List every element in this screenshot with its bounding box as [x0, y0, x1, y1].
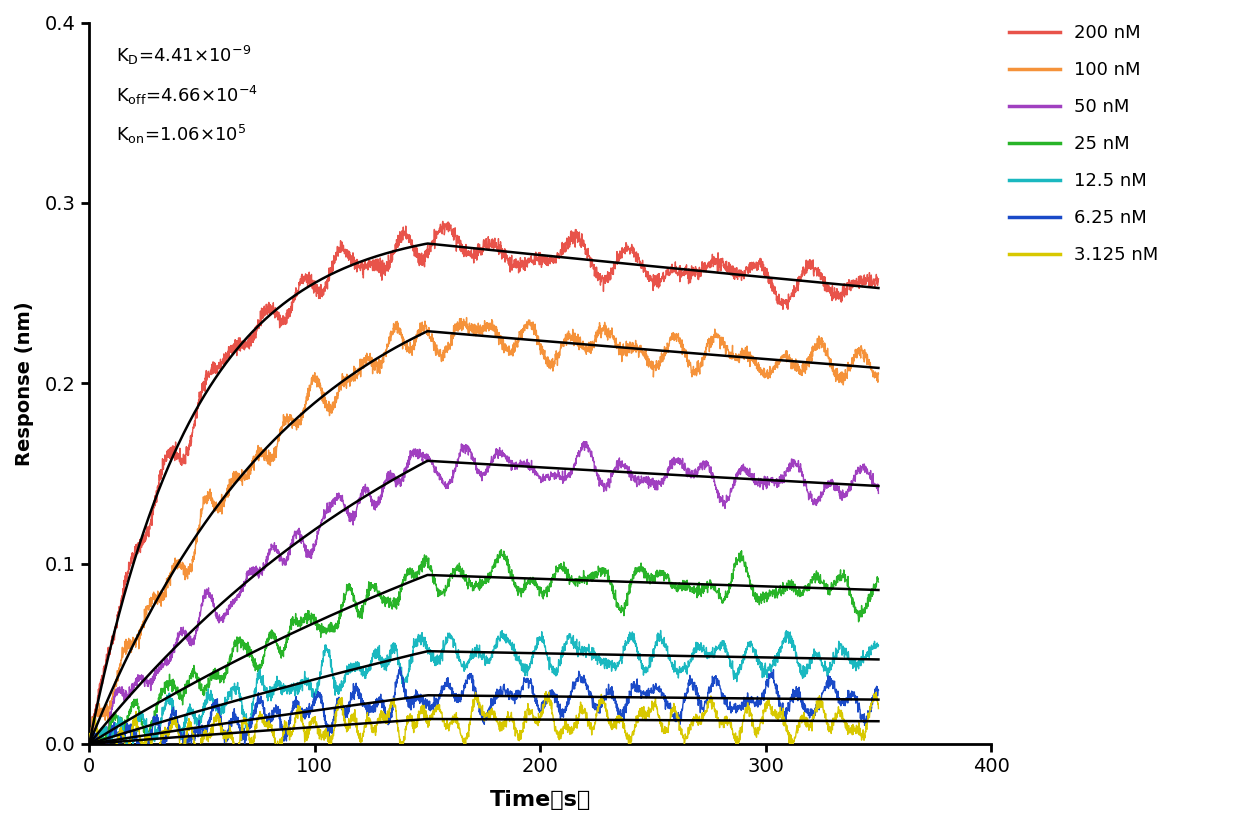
- Text: K$_\mathregular{D}$=4.41×10$^{-9}$
K$_\mathregular{off}$=4.66×10$^{-4}$
K$_\math: K$_\mathregular{D}$=4.41×10$^{-9}$ K$_\m…: [116, 45, 259, 146]
- X-axis label: Time（s）: Time（s）: [489, 790, 591, 810]
- Y-axis label: Response (nm): Response (nm): [15, 301, 33, 465]
- Legend: 200 nM, 100 nM, 50 nM, 25 nM, 12.5 nM, 6.25 nM, 3.125 nM: 200 nM, 100 nM, 50 nM, 25 nM, 12.5 nM, 6…: [1010, 24, 1158, 264]
